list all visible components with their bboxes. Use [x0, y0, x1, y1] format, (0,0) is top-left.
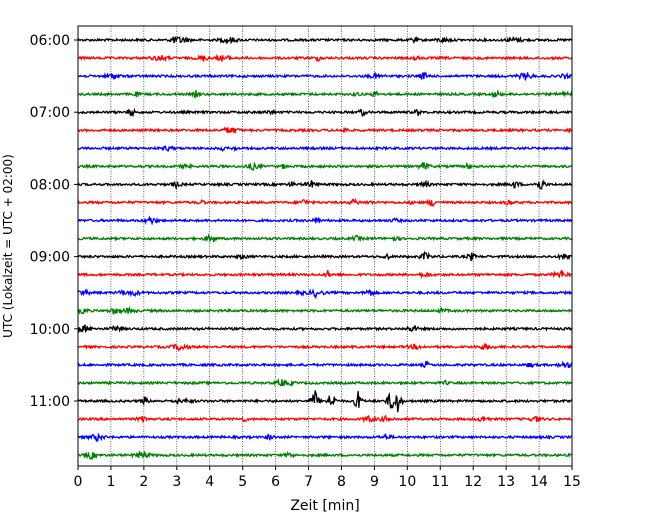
trace-0915: [77, 269, 573, 280]
x-tick-label: 15: [563, 474, 581, 490]
x-tick-label: 9: [370, 474, 379, 490]
x-tick-label: 10: [398, 474, 416, 490]
trace-1015: [77, 342, 573, 353]
x-tick-label: 11: [431, 474, 449, 490]
trace-lines: [77, 35, 573, 461]
y-tick-label: 07:00: [30, 105, 70, 121]
x-tick-label: 4: [205, 474, 214, 490]
trace-0730: [77, 144, 573, 152]
x-tick-label: 1: [106, 474, 115, 490]
y-tick-label: 08:00: [30, 177, 70, 193]
x-tick-label: 6: [271, 474, 280, 490]
y-tick-label: 11:00: [30, 394, 70, 410]
trace-1045: [77, 377, 573, 387]
x-tick-label: 7: [304, 474, 313, 490]
x-tick-label: 0: [74, 474, 83, 490]
y-tick-label: 10:00: [30, 322, 70, 338]
y-axis-title: UTC (Lokalzeit = UTC + 02:00): [1, 154, 15, 338]
y-tick-label: 09:00: [30, 250, 70, 266]
trace-0930: [77, 287, 573, 300]
x-axis-ticks: 0 1 2 3 4 5 6 7 8 9 10 11 12 13 14 15: [74, 466, 581, 490]
x-tick-label: 12: [464, 474, 482, 490]
trace-0715: [77, 126, 573, 135]
trace-0815: [77, 197, 573, 207]
trace-0615: [77, 54, 573, 63]
trace-0845: [77, 233, 573, 244]
trace-0945: [77, 306, 573, 315]
x-axis-title: Zeit [min]: [290, 498, 359, 514]
trace-0700: [77, 107, 573, 118]
trace-1130: [77, 432, 573, 443]
trace-1030: [77, 360, 573, 369]
y-axis-ticks: 06:00 07:00 08:00 09:00 10:00 11:00: [30, 33, 78, 410]
trace-1000: [77, 324, 573, 334]
x-tick-label: 13: [497, 474, 515, 490]
trace-0645: [77, 88, 573, 99]
x-tick-label: 8: [337, 474, 346, 490]
trace-1115: [77, 414, 573, 424]
trace-0800: [77, 179, 573, 191]
plot-frame: [77, 25, 573, 467]
trace-1145: [77, 449, 573, 461]
x-tick-label: 2: [139, 474, 148, 490]
trace-1100: [77, 390, 573, 413]
trace-0900: [77, 250, 573, 262]
trace-0600: [77, 35, 573, 45]
x-gridlines: [110, 26, 540, 466]
x-tick-label: 14: [530, 474, 548, 490]
trace-0630: [77, 71, 573, 81]
trace-0745: [77, 161, 573, 172]
y-tick-label: 06:00: [30, 33, 70, 49]
trace-0830: [77, 215, 573, 226]
x-tick-label: 3: [172, 474, 181, 490]
x-tick-label: 5: [238, 474, 247, 490]
